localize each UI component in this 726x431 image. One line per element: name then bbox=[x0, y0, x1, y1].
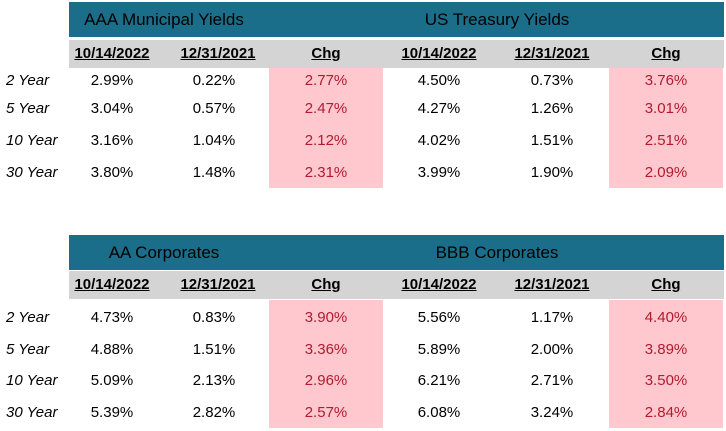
change-cell: 3.76% bbox=[644, 72, 688, 89]
table-row: 10 Year 3.16% 1.04% 2.12% 4.02% 1.51% 2.… bbox=[0, 125, 726, 157]
row-label: 2 Year bbox=[6, 309, 50, 326]
value-cell: 1.51% bbox=[192, 341, 236, 358]
value-cell: 0.57% bbox=[192, 100, 236, 117]
column-header-chg: Chg bbox=[651, 276, 681, 293]
table-row: 5 Year 3.04% 0.57% 2.47% 4.27% 1.26% 3.0… bbox=[0, 93, 726, 125]
change-cell: 2.96% bbox=[304, 372, 348, 389]
row-label: 30 Year bbox=[6, 164, 58, 181]
row-label: 30 Year bbox=[6, 404, 58, 421]
change-cell: 2.84% bbox=[644, 404, 688, 421]
column-header-date: 10/14/2022 bbox=[74, 276, 150, 293]
group-title-bbb-corporates: BBB Corporates bbox=[435, 243, 559, 262]
group-title-us-treasury: US Treasury Yields bbox=[424, 10, 570, 29]
column-header-chg: Chg bbox=[311, 276, 341, 293]
title-bar bbox=[69, 2, 724, 37]
row-label: 2 Year bbox=[6, 72, 50, 89]
row-label: 5 Year bbox=[6, 100, 50, 117]
change-column-highlight bbox=[609, 68, 723, 188]
value-cell: 1.04% bbox=[192, 132, 236, 149]
value-cell: 3.80% bbox=[90, 164, 134, 181]
value-cell: 5.39% bbox=[90, 404, 134, 421]
column-header-date: 10/14/2022 bbox=[401, 276, 477, 293]
value-cell: 6.21% bbox=[417, 372, 461, 389]
change-column-highlight bbox=[269, 300, 383, 428]
row-label: 10 Year bbox=[6, 132, 58, 149]
column-header-date: 10/14/2022 bbox=[74, 45, 150, 62]
value-cell: 4.88% bbox=[90, 341, 134, 358]
column-header-chg: Chg bbox=[311, 45, 341, 62]
change-cell: 2.77% bbox=[304, 72, 348, 89]
value-cell: 0.83% bbox=[192, 309, 236, 326]
column-header-date: 12/31/2021 bbox=[514, 276, 590, 293]
change-cell: 3.01% bbox=[644, 100, 688, 117]
change-cell: 3.89% bbox=[644, 341, 688, 358]
value-cell: 1.17% bbox=[530, 309, 574, 326]
value-cell: 2.99% bbox=[90, 72, 134, 89]
value-cell: 5.89% bbox=[417, 341, 461, 358]
value-cell: 4.27% bbox=[417, 100, 461, 117]
value-cell: 5.56% bbox=[417, 309, 461, 326]
change-cell: 2.51% bbox=[644, 132, 688, 149]
value-cell: 1.26% bbox=[530, 100, 574, 117]
value-cell: 3.99% bbox=[417, 164, 461, 181]
change-cell: 3.90% bbox=[304, 309, 348, 326]
column-header-date: 12/31/2021 bbox=[514, 45, 590, 62]
value-cell: 1.51% bbox=[530, 132, 574, 149]
column-header-date: 12/31/2021 bbox=[180, 45, 256, 62]
change-cell: 2.12% bbox=[304, 132, 348, 149]
table-row: 2 Year 2.99% 0.22% 2.77% 4.50% 0.73% 3.7… bbox=[0, 65, 726, 97]
value-cell: 4.02% bbox=[417, 132, 461, 149]
change-column-highlight bbox=[269, 68, 383, 188]
change-column-highlight bbox=[609, 300, 723, 428]
title-bar bbox=[69, 235, 724, 270]
value-cell: 1.90% bbox=[530, 164, 574, 181]
value-cell: 2.00% bbox=[530, 341, 574, 358]
group-title-aa-corporates: AA Corporates bbox=[108, 243, 220, 262]
value-cell: 4.73% bbox=[90, 309, 134, 326]
change-cell: 3.50% bbox=[644, 372, 688, 389]
value-cell: 3.04% bbox=[90, 100, 134, 117]
column-header-date: 12/31/2021 bbox=[180, 276, 256, 293]
row-label: 10 Year bbox=[6, 372, 58, 389]
table-row: 5 Year 4.88% 1.51% 3.36% 5.89% 2.00% 3.8… bbox=[0, 334, 726, 366]
change-cell: 2.57% bbox=[304, 404, 348, 421]
value-cell: 4.50% bbox=[417, 72, 461, 89]
table-row: 30 Year 5.39% 2.82% 2.57% 6.08% 3.24% 2.… bbox=[0, 397, 726, 429]
group-title-aaa-municipal: AAA Municipal Yields bbox=[84, 10, 244, 29]
value-cell: 5.09% bbox=[90, 372, 134, 389]
value-cell: 1.48% bbox=[192, 164, 236, 181]
change-cell: 2.09% bbox=[644, 164, 688, 181]
table-row: 10 Year 5.09% 2.13% 2.96% 6.21% 2.71% 3.… bbox=[0, 365, 726, 397]
value-cell: 0.22% bbox=[192, 72, 236, 89]
change-cell: 2.31% bbox=[304, 164, 348, 181]
column-header-chg: Chg bbox=[651, 45, 681, 62]
row-label: 5 Year bbox=[6, 341, 50, 358]
column-header-row: 10/14/2022 12/31/2021 Chg 10/14/2022 12/… bbox=[69, 271, 724, 299]
change-cell: 2.47% bbox=[304, 100, 348, 117]
value-cell: 3.24% bbox=[530, 404, 574, 421]
change-cell: 4.40% bbox=[644, 309, 688, 326]
value-cell: 6.08% bbox=[417, 404, 461, 421]
value-cell: 2.82% bbox=[192, 404, 236, 421]
column-header-date: 10/14/2022 bbox=[401, 45, 477, 62]
table-row: 30 Year 3.80% 1.48% 2.31% 3.99% 1.90% 2.… bbox=[0, 157, 726, 189]
value-cell: 3.16% bbox=[90, 132, 134, 149]
change-cell: 3.36% bbox=[304, 341, 348, 358]
column-header-row: 10/14/2022 12/31/2021 Chg 10/14/2022 12/… bbox=[69, 40, 724, 68]
value-cell: 0.73% bbox=[530, 72, 574, 89]
value-cell: 2.13% bbox=[192, 372, 236, 389]
value-cell: 2.71% bbox=[530, 372, 574, 389]
table-row: 2 Year 4.73% 0.83% 3.90% 5.56% 1.17% 4.4… bbox=[0, 302, 726, 334]
